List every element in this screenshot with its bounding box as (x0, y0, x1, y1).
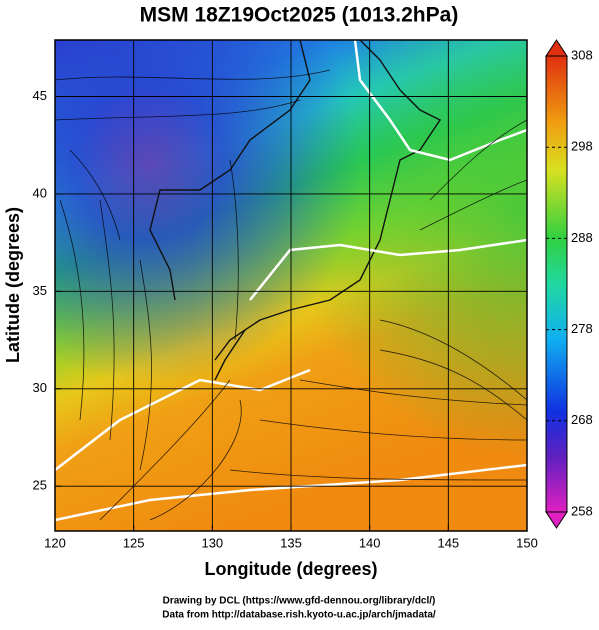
x-axis-label: Longitude (degrees) (204, 559, 377, 579)
colorbar-tick-label: 308 (571, 47, 593, 62)
x-tick-label: 130 (201, 535, 223, 550)
colorbar-tick-label: 278 (571, 321, 593, 336)
colorbar-extend-bottom (545, 511, 568, 529)
y-axis-label: Latitude (degrees) (3, 207, 23, 363)
colorbar-tick-label: 298 (571, 139, 593, 154)
coastline (149, 40, 442, 381)
y-tick-label: 40 (33, 185, 47, 200)
streamlines (55, 69, 527, 521)
colorbar-extend-top (545, 39, 568, 57)
y-tick-label: 35 (33, 283, 47, 298)
y-tick-label: 45 (33, 88, 47, 103)
colorbar-tick-label: 268 (571, 412, 593, 427)
credit-line: Drawing by DCL (https://www.gfd-dennou.o… (163, 596, 436, 607)
colorbar-tick-label: 288 (571, 230, 593, 245)
x-tick-label: 125 (123, 535, 145, 550)
x-tick-label: 145 (437, 535, 459, 550)
chart-title: MSM 18Z19Oct2025 (1013.2hPa) (140, 4, 459, 27)
x-tick-label: 140 (359, 535, 381, 550)
colorbar-tick-label: 258 (571, 503, 593, 518)
x-tick-label: 150 (516, 535, 538, 550)
credit-line: Data from http://database.rish.kyoto-u.a… (162, 610, 436, 621)
y-tick-label: 30 (33, 380, 47, 395)
x-tick-label: 120 (44, 535, 66, 550)
colorbar-body (545, 55, 568, 513)
colorbar (545, 39, 568, 529)
y-tick-label: 25 (33, 478, 47, 493)
x-tick-label: 135 (280, 535, 302, 550)
